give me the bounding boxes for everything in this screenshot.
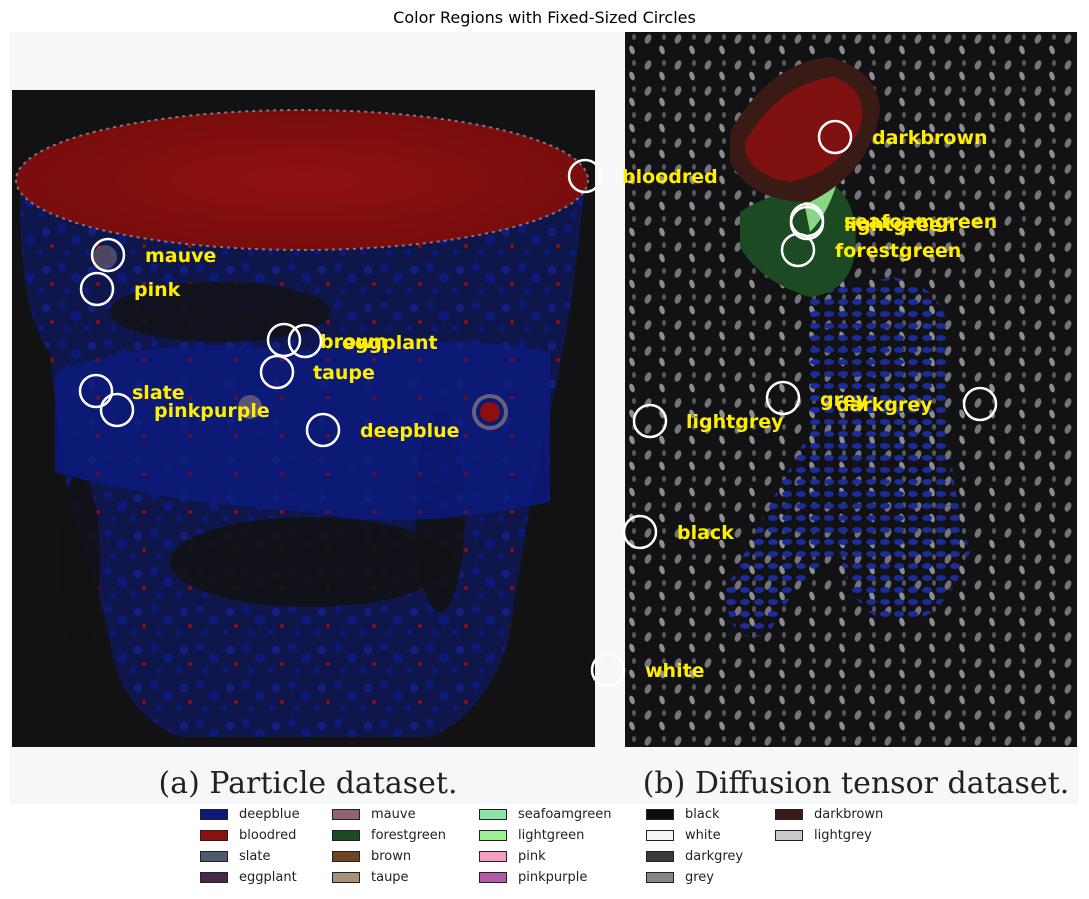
figure-image: (a) Particle dataset. (b) Diffusion tens… xyxy=(10,32,1078,804)
chart-title: Color Regions with Fixed-Sized Circles xyxy=(393,8,696,27)
legend-swatch xyxy=(332,829,360,841)
annotation-circle-bloodred xyxy=(567,158,603,194)
legend-item-lightgreen: lightgreen xyxy=(479,825,584,845)
legend-label: lightgreen xyxy=(518,827,585,843)
legend-item-seafoamgreen: seafoamgreen xyxy=(479,804,611,824)
legend-label: seafoamgreen xyxy=(518,806,612,822)
annotation-circle-pinkpurple xyxy=(99,392,135,428)
legend-label: deepblue xyxy=(239,806,300,822)
legend-swatch xyxy=(200,808,228,820)
annotation-circle-eggplant xyxy=(287,323,323,359)
legend-item-darkgrey: darkgrey xyxy=(646,846,743,866)
annotation-label-grey: grey xyxy=(820,389,869,411)
legend-item-grey: grey xyxy=(646,867,714,887)
legend-label: mauve xyxy=(371,806,416,822)
panel-a-image xyxy=(12,90,595,747)
legend-item-slate: slate xyxy=(200,846,270,866)
legend-swatch xyxy=(479,871,507,883)
legend-label: darkgrey xyxy=(685,848,744,864)
legend-item-mauve: mauve xyxy=(332,804,416,824)
legend-item-brown: brown xyxy=(332,846,411,866)
annotation-label-forestgreen: forestgreen xyxy=(835,240,961,262)
legend-label: taupe xyxy=(371,869,409,885)
legend-item-forestgreen: forestgreen xyxy=(332,825,446,845)
annotation-label-slate: slate xyxy=(132,382,185,404)
legend-swatch xyxy=(775,808,803,820)
legend-item-black: black xyxy=(646,804,720,824)
legend-label: white xyxy=(685,827,721,843)
legend-swatch xyxy=(646,829,674,841)
legend-label: brown xyxy=(371,848,412,864)
legend-item-eggplant: eggplant xyxy=(200,867,297,887)
legend: deepblue bloodred slate eggplant mauve forest… xyxy=(200,804,960,894)
annotation-label-pinkpurple: pinkpurple xyxy=(154,400,270,422)
legend-label: darkbrown xyxy=(814,806,884,822)
annotation-label-black: black xyxy=(677,522,734,544)
legend-swatch xyxy=(200,871,228,883)
legend-item-darkbrown: darkbrown xyxy=(775,804,883,824)
annotation-label-lightgrey: lightgrey xyxy=(686,411,784,433)
annotation-circle-lightgrey xyxy=(632,403,668,439)
legend-swatch xyxy=(200,850,228,862)
legend-swatch xyxy=(332,850,360,862)
annotation-label-white: white xyxy=(645,660,705,682)
annotation-label-taupe: taupe xyxy=(313,362,375,384)
annotation-circle-white xyxy=(590,652,626,688)
panel-a-caption: (a) Particle dataset. xyxy=(158,766,457,801)
annotation-circle-mauve xyxy=(90,237,126,273)
legend-swatch xyxy=(479,829,507,841)
annotation-circle-darkgrey xyxy=(962,386,998,422)
legend-item-lightgrey: lightgrey xyxy=(775,825,872,845)
annotation-circle-slate xyxy=(78,373,114,409)
legend-swatch xyxy=(646,808,674,820)
legend-item-bloodred: bloodred xyxy=(200,825,296,845)
legend-label: forestgreen xyxy=(371,827,447,843)
legend-label: lightgrey xyxy=(814,827,872,843)
legend-swatch xyxy=(200,829,228,841)
legend-swatch xyxy=(775,829,803,841)
legend-item-pinkpurple: pinkpurple xyxy=(479,867,587,887)
panel-b-caption: (b) Diffusion tensor dataset. xyxy=(643,766,1070,801)
annotation-circle-grey xyxy=(765,380,801,416)
legend-label: pinkpurple xyxy=(518,869,588,885)
annotation-circle-darkbrown xyxy=(817,119,853,155)
annotation-label-darkbrown: darkbrown xyxy=(872,127,988,149)
annotation-label-lightgreen: lightgreen xyxy=(844,214,956,236)
legend-swatch xyxy=(479,850,507,862)
annotation-circle-brown xyxy=(266,322,302,358)
annotation-label-pink: pink xyxy=(134,279,181,301)
legend-item-pink: pink xyxy=(479,846,546,866)
annotation-circle-black xyxy=(622,514,658,550)
annotation-label-darkgrey: darkgrey xyxy=(836,394,933,416)
legend-item-taupe: taupe xyxy=(332,867,409,887)
legend-swatch xyxy=(646,850,674,862)
legend-label: slate xyxy=(239,848,271,864)
legend-swatch xyxy=(332,808,360,820)
annotation-label-mauve: mauve xyxy=(145,245,216,267)
legend-item-deepblue: deepblue xyxy=(200,804,300,824)
annotation-label-deepblue: deepblue xyxy=(360,420,460,442)
annotation-label-seafoamgreen: seafoamgreen xyxy=(844,211,997,233)
annotation-circle-forestgreen xyxy=(780,232,816,268)
panel-b-image xyxy=(625,32,1077,747)
legend-label: eggplant xyxy=(239,869,297,885)
legend-swatch xyxy=(646,871,674,883)
legend-label: pink xyxy=(518,848,546,864)
annotation-circle-pink xyxy=(79,271,115,307)
legend-label: grey xyxy=(685,869,715,885)
legend-item-white: white xyxy=(646,825,721,845)
annotation-label-brown: brown xyxy=(320,331,387,353)
legend-swatch xyxy=(479,808,507,820)
annotation-circle-lightgreen xyxy=(789,205,825,241)
legend-label: bloodred xyxy=(239,827,297,843)
annotation-label-bloodred: bloodred xyxy=(622,166,718,188)
annotation-label-eggplant: eggplant xyxy=(342,332,438,354)
legend-swatch xyxy=(332,871,360,883)
annotation-circle-taupe xyxy=(259,354,295,390)
legend-label: black xyxy=(685,806,720,822)
annotation-circle-deepblue xyxy=(305,412,341,448)
